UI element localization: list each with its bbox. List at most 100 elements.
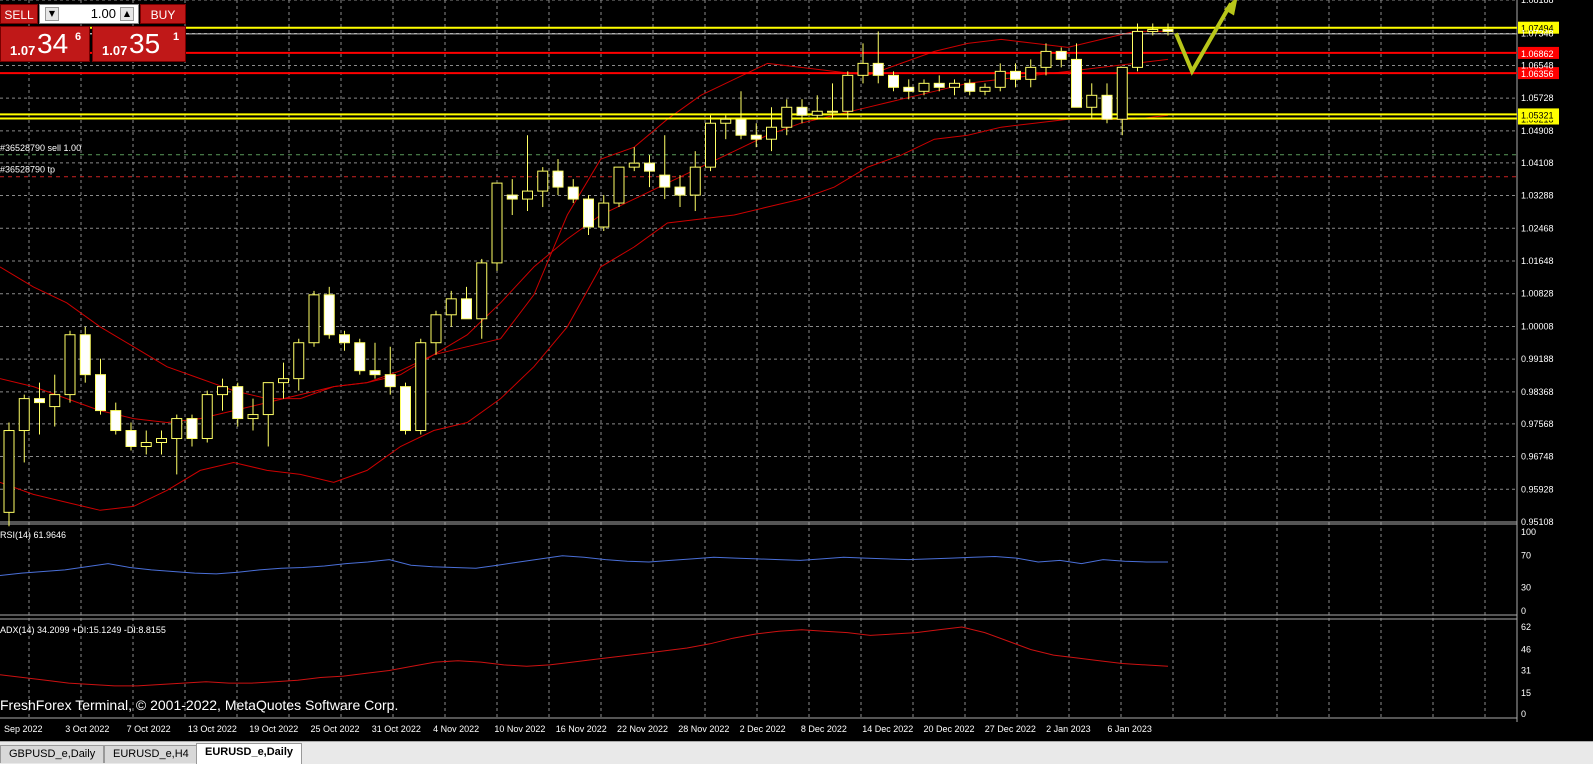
- candle-body[interactable]: [933, 82, 945, 88]
- candle-body[interactable]: [1025, 66, 1037, 80]
- candle-body[interactable]: [583, 198, 594, 228]
- candle-body[interactable]: [522, 190, 533, 200]
- candle-body[interactable]: [293, 342, 305, 380]
- candle-body[interactable]: [857, 62, 869, 76]
- candle-body[interactable]: [323, 294, 335, 336]
- candle-body[interactable]: [430, 314, 442, 344]
- candle-body[interactable]: [1071, 58, 1082, 108]
- candle-body[interactable]: [308, 294, 320, 344]
- candle-body[interactable]: [156, 438, 167, 444]
- candle-body[interactable]: [1086, 94, 1098, 108]
- candle-body[interactable]: [339, 334, 350, 344]
- candle-body[interactable]: [1040, 50, 1052, 68]
- candle-body[interactable]: [400, 386, 411, 432]
- candle-body[interactable]: [994, 70, 1006, 88]
- candle-body[interactable]: [369, 370, 381, 376]
- candle-body[interactable]: [705, 122, 716, 168]
- candle-body[interactable]: [888, 74, 899, 88]
- lot-decrease-icon[interactable]: ▼: [45, 7, 59, 21]
- candle-body[interactable]: [918, 82, 930, 92]
- level-price-label: 1.07494: [1521, 24, 1554, 34]
- candle-body[interactable]: [140, 442, 152, 447]
- candle-body[interactable]: [445, 298, 457, 316]
- candle-body[interactable]: [979, 86, 991, 92]
- candle-body[interactable]: [735, 118, 747, 136]
- candle-body[interactable]: [766, 126, 777, 140]
- candle-body[interactable]: [415, 342, 427, 432]
- candle-body[interactable]: [827, 110, 838, 113]
- candle-body[interactable]: [506, 194, 518, 200]
- tab-eurusd-h4[interactable]: EURUSD_e,H4: [104, 745, 198, 763]
- sell-price-button[interactable]: 1.07 34 6: [0, 26, 90, 62]
- candle-body[interactable]: [95, 374, 106, 412]
- candle-body[interactable]: [64, 334, 76, 396]
- date-axis-label: 2 Jan 2023: [1046, 724, 1091, 734]
- buy-button[interactable]: BUY: [140, 4, 186, 24]
- candle-body[interactable]: [964, 82, 976, 92]
- candle-body[interactable]: [186, 418, 198, 440]
- candle-body[interactable]: [750, 134, 762, 140]
- candle-body[interactable]: [613, 166, 625, 204]
- candle-body[interactable]: [689, 166, 701, 196]
- candle-body[interactable]: [491, 182, 503, 264]
- candle-body[interactable]: [476, 262, 488, 320]
- tab-eurusd-daily[interactable]: EURUSD_e,Daily: [196, 743, 303, 764]
- one-click-trading-panel: SELL ▼ 1.00 ▲ BUY 1.07 34 6 1.07 35 1: [0, 4, 188, 62]
- price-chart[interactable]: 1.074941.068621.063561.052181.05321#3652…: [0, 0, 1593, 741]
- candle-body[interactable]: [232, 386, 244, 420]
- candle-body[interactable]: [537, 170, 549, 192]
- candle-body[interactable]: [110, 410, 122, 432]
- candle-body[interactable]: [79, 334, 91, 376]
- date-axis-label: 28 Nov 2022: [678, 724, 729, 734]
- candle-body[interactable]: [3, 430, 15, 513]
- candle-body[interactable]: [217, 386, 228, 396]
- candle-body[interactable]: [18, 398, 30, 432]
- bollinger-lower-line: [0, 114, 1169, 511]
- level-price-tag: [1518, 46, 1559, 59]
- tab-gbpusd-daily[interactable]: GBPUSD_e,Daily: [0, 745, 105, 763]
- candle-body[interactable]: [598, 202, 610, 228]
- candle-body[interactable]: [1132, 30, 1143, 68]
- rsi-label: RSI(14) 61.9646: [0, 530, 66, 540]
- candle-body[interactable]: [461, 298, 472, 320]
- candle-body[interactable]: [1116, 66, 1128, 120]
- lot-increase-icon[interactable]: ▲: [120, 7, 134, 21]
- candle-body[interactable]: [1101, 94, 1113, 120]
- chart-background: [0, 0, 1593, 741]
- candle-body[interactable]: [1162, 28, 1174, 32]
- candle-body[interactable]: [720, 118, 732, 124]
- candle-body[interactable]: [903, 86, 915, 92]
- candle-body[interactable]: [354, 342, 366, 372]
- candle-body[interactable]: [811, 110, 823, 116]
- candle-body[interactable]: [796, 106, 808, 116]
- candle-body[interactable]: [872, 62, 884, 76]
- candle-body[interactable]: [278, 378, 289, 384]
- buy-price-button[interactable]: 1.07 35 1: [92, 26, 186, 62]
- candle-body[interactable]: [34, 398, 45, 404]
- candle-body[interactable]: [384, 374, 396, 388]
- candle-body[interactable]: [949, 82, 960, 88]
- lot-size-value[interactable]: 1.00: [90, 6, 116, 21]
- candle-body[interactable]: [567, 186, 579, 200]
- candle-body[interactable]: [552, 170, 564, 188]
- candle-body[interactable]: [49, 394, 61, 408]
- candle-body[interactable]: [644, 162, 655, 172]
- candle-body[interactable]: [247, 414, 259, 420]
- candle-body[interactable]: [171, 418, 183, 440]
- candle-body[interactable]: [628, 162, 640, 168]
- candle-body[interactable]: [1010, 70, 1021, 80]
- candle-body[interactable]: [125, 430, 137, 447]
- candle-body[interactable]: [674, 186, 686, 196]
- candle-body[interactable]: [1055, 50, 1067, 60]
- candle-body[interactable]: [842, 74, 854, 112]
- price-axis-label: 0.95928: [1521, 484, 1554, 494]
- candle-body[interactable]: [781, 106, 793, 128]
- candle-body[interactable]: [201, 394, 213, 440]
- sell-button[interactable]: SELL: [0, 4, 38, 24]
- candle-body[interactable]: [262, 382, 274, 416]
- forecast-arrow-line[interactable]: [1174, 2, 1233, 76]
- candle-body[interactable]: [1147, 28, 1159, 32]
- candle-body[interactable]: [659, 174, 671, 188]
- lot-size-input[interactable]: ▼ 1.00 ▲: [39, 4, 139, 24]
